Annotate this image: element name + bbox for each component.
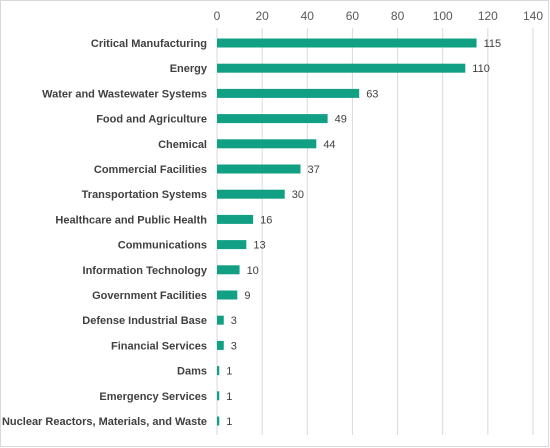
data-label: 49 — [335, 114, 347, 126]
category-label: Communications — [118, 240, 207, 252]
data-label: 1 — [226, 416, 232, 428]
x-tick-label: 60 — [346, 9, 360, 23]
data-labels: 115 110 63 49 44 37 30 16 13 10 9 3 3 1 1 1 — [226, 38, 501, 428]
bar — [217, 391, 220, 401]
data-label: 63 — [366, 88, 378, 100]
bar — [217, 240, 247, 250]
category-label: Defense Industrial Base — [82, 315, 207, 327]
x-tick-label: 40 — [301, 9, 315, 23]
bar — [217, 139, 317, 149]
bar — [217, 340, 224, 350]
category-label: Chemical — [158, 139, 207, 151]
category-label: Information Technology — [83, 265, 208, 277]
bar — [217, 114, 328, 124]
category-label: Critical Manufacturing — [91, 38, 207, 50]
data-label: 115 — [484, 38, 502, 50]
bar — [217, 366, 220, 376]
category-label: Commercial Facilities — [94, 164, 207, 176]
data-label: 10 — [247, 265, 259, 277]
data-label: 3 — [231, 340, 237, 352]
bar — [217, 214, 254, 224]
x-tick-label: 120 — [478, 9, 498, 23]
category-label: Financial Services — [111, 340, 207, 352]
bar — [217, 416, 220, 426]
bars — [217, 38, 477, 426]
bar — [217, 164, 301, 174]
x-tick-label: 140 — [523, 9, 543, 23]
category-label: Energy — [170, 63, 208, 75]
data-label: 44 — [323, 139, 335, 151]
category-label: Water and Wastewater Systems — [42, 88, 207, 100]
category-label: Government Facilities — [92, 290, 207, 302]
category-label: Healthcare and Public Health — [55, 214, 207, 226]
data-label: 3 — [231, 315, 237, 327]
data-label: 16 — [260, 214, 272, 226]
category-label: Emergency Services — [99, 391, 207, 403]
data-label: 110 — [472, 63, 490, 75]
bar — [217, 88, 360, 98]
category-labels: Critical Manufacturing Energy Water and Wa… — [2, 38, 208, 428]
data-label: 37 — [308, 164, 320, 176]
data-label: 1 — [226, 366, 232, 378]
bar — [217, 38, 477, 48]
category-label: Dams — [177, 366, 207, 378]
bar — [217, 290, 238, 300]
bar — [217, 315, 224, 325]
x-tick-label: 100 — [433, 9, 453, 23]
data-label: 9 — [244, 290, 250, 302]
data-label: 1 — [226, 391, 232, 403]
x-tick-label: 0 — [214, 9, 221, 23]
x-tick-label: 80 — [391, 9, 405, 23]
x-axis-ticks: 0 20 40 60 80 100 120 140 — [214, 9, 544, 23]
category-label: Nuclear Reactors, Materials, and Waste — [2, 416, 207, 428]
bar — [217, 265, 240, 275]
bar — [217, 189, 285, 199]
data-label: 30 — [292, 189, 304, 201]
x-tick-label: 20 — [255, 9, 269, 23]
bar — [217, 63, 466, 73]
data-label: 13 — [253, 240, 265, 252]
category-label: Transportation Systems — [82, 189, 207, 201]
category-label: Food and Agriculture — [96, 114, 207, 126]
